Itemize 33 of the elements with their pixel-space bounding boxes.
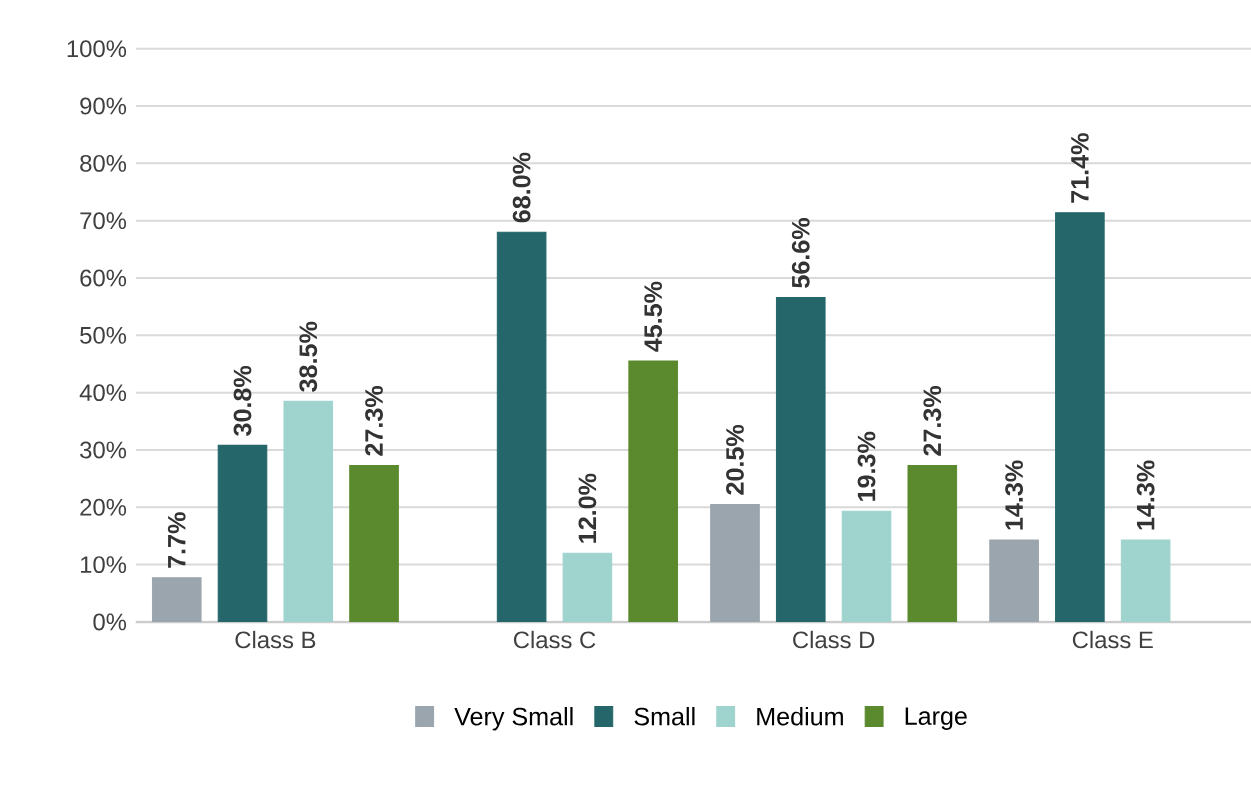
y-tick-label: 40% [79,384,127,401]
y-tick-label: 60% [80,269,127,287]
legend-label: Very Small [454,706,573,731]
legend-label: Large [905,707,967,730]
data-label: 14.3% [1136,460,1155,530]
x-tick-label: Class E [1072,630,1153,649]
data-label: 20.5% [726,424,744,495]
legend-label: Medium [757,706,843,726]
y-tick-label: 30% [80,441,127,459]
y-tick-label: 10% [80,555,127,573]
data-label: 68.0% [512,152,531,223]
data-label: 27.3% [923,385,942,456]
legend-label: Small [634,706,695,726]
data-label: 12.0% [578,473,597,543]
y-tick-label: 70% [80,212,127,229]
data-label: 56.6% [791,217,810,288]
y-tick-label: 20% [80,498,127,516]
y-tick-label: 0% [93,613,127,631]
data-label: 38.5% [299,321,318,392]
data-label: 14.3% [1005,460,1024,530]
y-tick-label: 50% [80,326,127,344]
data-label: 27.3% [365,385,383,456]
x-tick-label: Class B [235,630,316,649]
x-tick-label: Class C [513,630,596,649]
data-label: 71.4% [1071,133,1089,203]
y-tick-label: 90% [80,97,127,115]
x-tick-label: Class D [793,630,875,649]
data-label: 45.5% [644,281,663,352]
y-tick-label: 100% [67,40,127,57]
data-label: 19.3% [857,431,876,501]
data-label: 30.8% [233,365,252,436]
y-tick-label: 80% [80,154,127,172]
data-label: 7.7% [167,512,186,568]
